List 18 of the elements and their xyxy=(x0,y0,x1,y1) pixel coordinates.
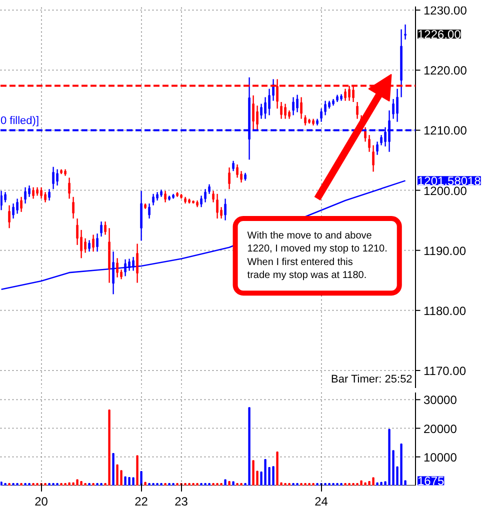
y-tick-label: 1170.00 xyxy=(424,364,466,378)
y-tick-label: 1210.00 xyxy=(424,124,468,138)
y-tick-label: 20000 xyxy=(424,422,458,436)
y-tick-label: 30000 xyxy=(424,393,458,408)
y-tick-label: 10000 xyxy=(424,450,458,464)
x-tick-label: 20 xyxy=(34,494,48,508)
text: 1226.00 xyxy=(418,28,462,42)
annotation: With the move to and above 1220, I moved my stop to 1210. When I first entered this trade my stop was at 1180. xyxy=(247,230,388,282)
text: 1675 xyxy=(418,474,445,488)
y-tick-label: 1190.00 xyxy=(424,244,466,258)
annotation: Bar Timer: 25:52 xyxy=(330,374,412,386)
ref-line-label: 0 filled)] xyxy=(0,115,40,128)
y-tick-label: 1230.00 xyxy=(424,4,468,18)
y-tick-label: 1180.00 xyxy=(424,304,466,318)
y-tick-label: 1220.00 xyxy=(424,64,468,78)
x-tick-label: 24 xyxy=(314,494,328,508)
x-tick-label: 22 xyxy=(134,494,148,508)
x-tick-label: 23 xyxy=(174,494,188,508)
